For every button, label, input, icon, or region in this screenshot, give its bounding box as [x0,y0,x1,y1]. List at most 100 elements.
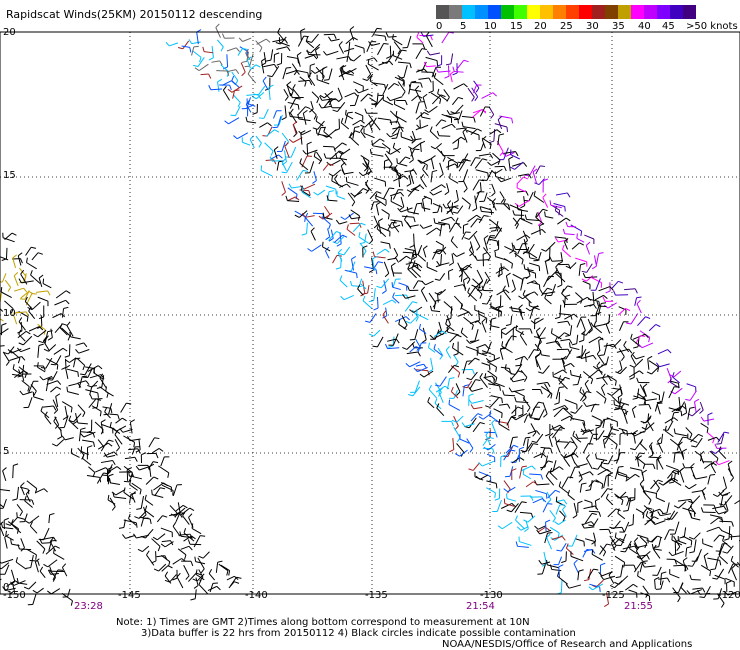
wind-barb [365,168,369,174]
wind-barb [406,189,412,193]
wind-barb [418,323,422,329]
wind-barb [24,520,30,524]
wind-barb [477,285,481,291]
wind-barb [151,489,153,495]
wind-barb [20,269,25,275]
wind-barb [589,480,593,490]
wind-barb [503,203,511,211]
wind-barb [583,579,590,582]
wind-barb [404,214,408,220]
wind-barb [12,364,15,370]
wind-barb [566,547,574,555]
wind-barb [584,538,595,542]
wind-barb [464,127,468,133]
wind-barb [349,70,355,75]
wind-barb [80,427,86,430]
wind-barb [558,519,566,525]
wind-barb [580,429,590,432]
wind-barb [581,330,586,335]
wind-barb [536,327,541,332]
wind-barb [329,102,333,108]
wind-barb [47,559,58,568]
wind-barb [555,439,561,444]
wind-barb [379,138,385,142]
wind-barb [658,577,668,580]
wind-barb [603,294,608,299]
wind-barb [12,257,17,269]
wind-barb [695,476,708,480]
wind-barb [428,105,438,113]
wind-barb [436,407,445,417]
wind-barb [540,386,553,395]
wind-barb [210,88,223,91]
wind-barb [375,193,378,199]
wind-barb [63,415,69,428]
wind-barb [439,262,450,266]
wind-barb [562,228,566,234]
wind-barb [558,375,562,381]
wind-barb [286,46,291,52]
wind-barb [562,505,567,510]
wind-barb [107,466,118,474]
wind-barb [340,117,344,123]
wind-barb [434,77,444,86]
wind-barb [433,333,444,339]
wind-barb [484,373,487,379]
wind-barb [300,28,306,32]
wind-barb [340,162,346,167]
wind-barb [368,299,374,303]
wind-barb [452,438,455,450]
wind-barb [398,282,407,287]
wind-barb [584,513,593,524]
wind-barb [167,565,173,569]
wind-barb [208,568,213,574]
wind-barb [124,456,135,460]
wind-barb [633,564,637,570]
wind-barb [530,417,541,420]
wind-barb [622,545,635,550]
wind-barb [589,429,593,435]
wind-barb [682,557,688,562]
wind-barb [628,523,634,527]
wind-barb [625,473,636,482]
wind-barb [391,268,394,274]
wind-barb [249,64,257,71]
wind-barb [91,385,98,387]
wind-barb [362,300,373,309]
wind-barb [578,471,591,477]
lat-label-5: 5 [3,446,10,457]
wind-barb [529,473,542,476]
wind-barb [486,235,491,245]
wind-barb [381,209,390,215]
wind-barb [431,67,437,78]
wind-barb [262,80,269,90]
wind-barb [77,404,86,413]
wind-barb [339,275,343,281]
wind-barb [22,335,33,346]
wind-barb [391,262,396,267]
wind-barb [64,355,70,358]
wind-barb [452,211,458,214]
wind-barb [182,511,186,517]
wind-barb [48,514,51,524]
wind-barb [533,453,543,459]
wind-barb [452,252,457,257]
wind-barb [578,478,583,483]
wind-barb [527,430,537,435]
wind-barb [386,55,392,59]
wind-barb [387,214,390,220]
wind-barb [434,278,440,281]
wind-barb [400,127,404,132]
wind-barb [267,122,272,127]
wind-barb [558,379,568,390]
wind-barb [310,43,321,54]
wind-barb [449,73,453,83]
wind-barb [462,385,465,397]
wind-barb [233,94,241,103]
wind-barb [580,262,586,266]
wind-barb [274,129,280,133]
wind-barb [486,279,491,284]
wind-barb [369,97,377,103]
wind-barb [502,152,507,157]
wind-barb [247,102,256,107]
